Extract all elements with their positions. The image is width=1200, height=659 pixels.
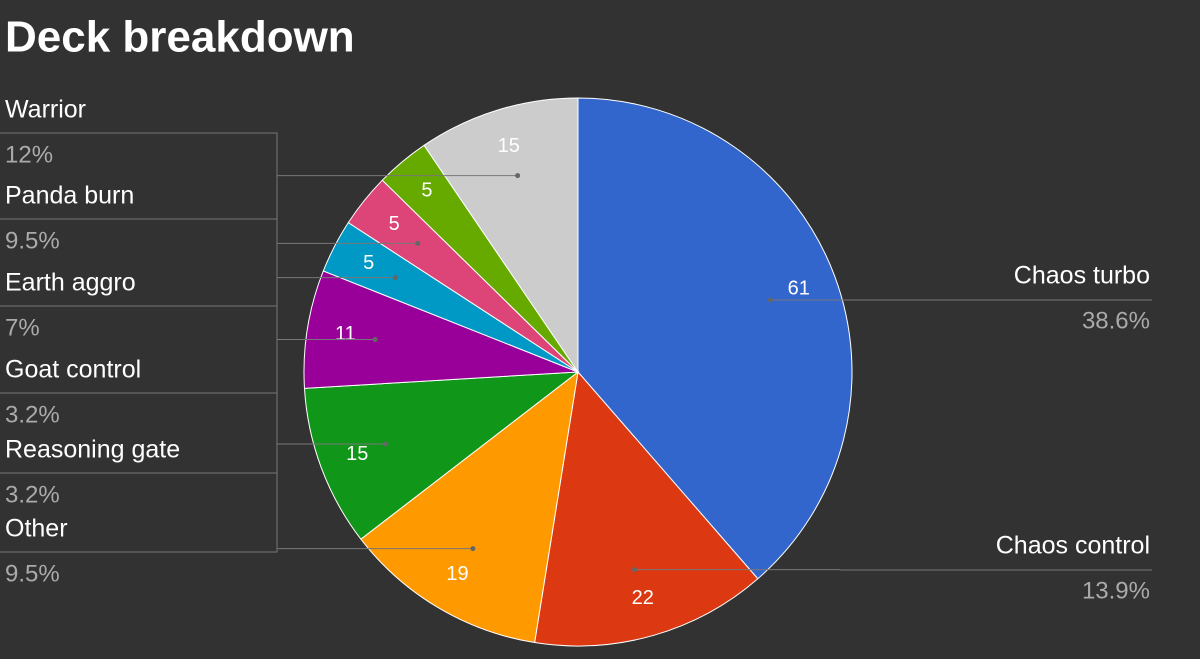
pie-slice	[303, 270, 579, 389]
pie-slice	[534, 370, 759, 647]
leader-line	[0, 175, 518, 553]
slice-value-label: 5	[421, 179, 432, 201]
slice-value-label: 61	[788, 278, 810, 300]
percent-label: 38.6%	[1082, 307, 1150, 334]
percent-label: 3.2%	[5, 401, 60, 428]
category-label: Chaos control	[996, 532, 1150, 560]
category-label: Reasoning gate	[5, 436, 180, 464]
percent-label: 7%	[5, 314, 40, 341]
leader-dot	[515, 173, 521, 179]
slice-value-label: 15	[346, 443, 368, 465]
category-label: Chaos turbo	[1014, 262, 1150, 290]
percent-label: 13.9%	[1082, 577, 1150, 604]
slice-value-label: 5	[363, 252, 374, 274]
slice-value-label: 11	[335, 323, 356, 345]
percent-label: 3.2%	[5, 481, 60, 508]
category-label: Other	[5, 515, 68, 543]
slice-value-label: 19	[446, 563, 468, 585]
leader-dot	[415, 240, 421, 246]
pie-slice	[423, 97, 579, 374]
slice-value-label: 5	[389, 213, 400, 235]
pie-slice	[360, 370, 579, 644]
category-label: Warrior	[5, 96, 86, 124]
slice-value-label: 15	[498, 135, 520, 157]
leader-dot	[392, 275, 398, 281]
pie-slice	[303, 371, 580, 540]
percent-label: 9.5%	[5, 227, 60, 254]
leader-dot	[383, 441, 389, 447]
leader-dot	[631, 567, 637, 573]
slice-value-label: 22	[632, 587, 654, 609]
leader-dot	[767, 297, 773, 303]
leader-dot	[372, 336, 378, 342]
pie-slice	[577, 97, 853, 580]
percent-label: 9.5%	[5, 560, 60, 587]
leader-dot	[470, 546, 476, 552]
percent-label: 12%	[5, 141, 53, 168]
category-label: Panda burn	[5, 182, 134, 210]
chart-title: Deck breakdown	[5, 13, 355, 62]
category-label: Goat control	[5, 356, 141, 384]
category-label: Earth aggro	[5, 269, 136, 297]
